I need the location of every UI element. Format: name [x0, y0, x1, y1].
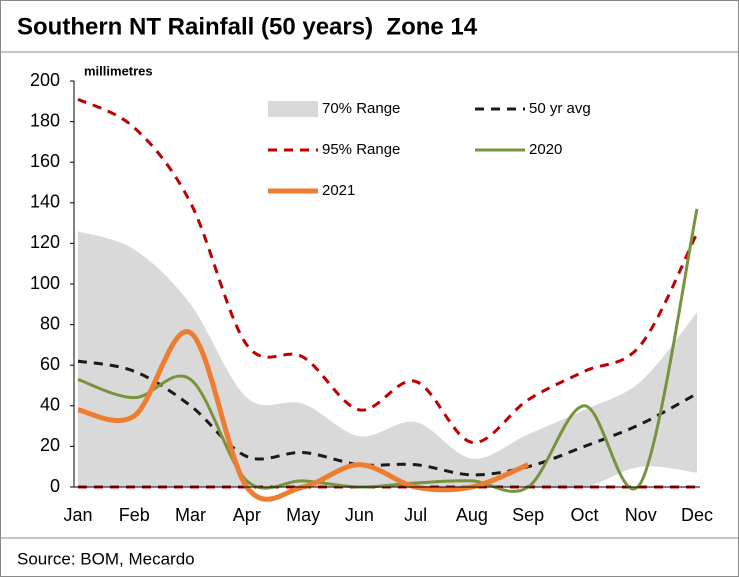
legend-label: 70% Range — [322, 100, 400, 117]
y-tick-label: 0 — [50, 476, 60, 496]
y-tick-label: 160 — [30, 151, 60, 171]
y-tick-label: 40 — [40, 395, 60, 415]
y-tick-label: 20 — [40, 435, 60, 455]
legend-label: 2020 — [529, 141, 562, 158]
legend-label: 2021 — [322, 182, 355, 199]
y-tick-label: 140 — [30, 192, 60, 212]
legend-label: 95% Range — [322, 141, 400, 158]
y-tick-label: 200 — [30, 70, 60, 90]
x-tick-label: May — [286, 505, 320, 525]
x-tick-label: Feb — [119, 505, 150, 525]
x-tick-label: Jun — [345, 505, 374, 525]
series-line — [77, 97, 699, 444]
x-tick-label: Apr — [233, 505, 261, 525]
y-tick-label: 60 — [40, 354, 60, 374]
source: Source: BOM, Mecardo — [17, 549, 195, 568]
y-tick-label: 120 — [30, 232, 60, 252]
x-tick-label: Dec — [681, 505, 713, 525]
x-tick-label: Nov — [625, 505, 657, 525]
x-tick-label: Aug — [456, 505, 488, 525]
y-axis-label: millimetres — [84, 63, 153, 78]
chart-title: Southern NT Rainfall (50 years) Zone 14 — [17, 13, 478, 40]
x-tick-label: Jan — [63, 505, 92, 525]
x-tick-label: Mar — [175, 505, 206, 525]
x-tick-label: Jul — [404, 505, 427, 525]
series-line — [77, 329, 530, 502]
legend-swatch — [268, 101, 318, 117]
series-line — [77, 208, 699, 493]
y-tick-label: 80 — [40, 313, 60, 333]
x-tick-label: Sep — [512, 505, 544, 525]
legend-label: 50 yr avg — [529, 100, 591, 117]
y-tick-label: 180 — [30, 110, 60, 130]
y-tick-label: 100 — [30, 273, 60, 293]
range-area — [78, 231, 697, 489]
x-tick-label: Oct — [570, 505, 598, 525]
series-line — [77, 359, 698, 477]
